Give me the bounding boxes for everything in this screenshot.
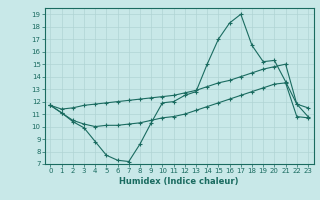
X-axis label: Humidex (Indice chaleur): Humidex (Indice chaleur) bbox=[119, 177, 239, 186]
